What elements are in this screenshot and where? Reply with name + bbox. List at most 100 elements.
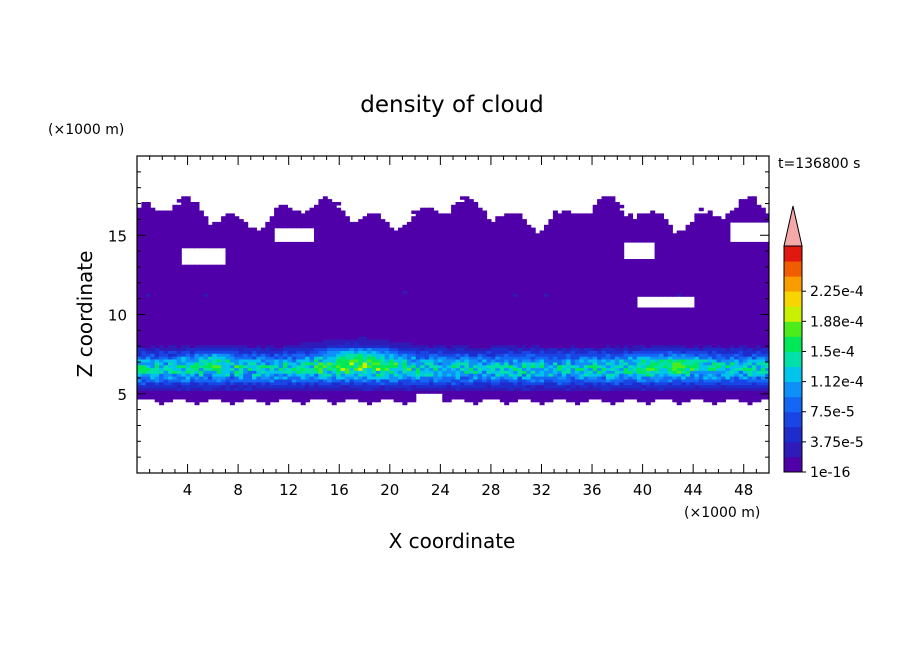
density-cell [415,350,421,354]
density-cell [141,327,147,331]
density-cell [137,230,142,234]
density-cell [322,199,328,203]
density-cell [225,267,231,272]
density-cell [460,376,465,380]
density-cell [212,307,218,311]
density-cell [380,256,386,260]
density-cell [375,396,381,400]
density-cell [402,358,408,363]
density-cell [415,290,421,294]
density-cell [247,376,253,380]
density-cell [411,259,417,263]
density-cell [181,216,187,220]
density-cell [367,378,372,383]
density-cell [141,296,147,300]
density-cell [314,207,319,212]
density-cell [203,356,209,360]
density-cell [451,358,457,363]
density-cell [331,347,337,351]
density-cell [283,296,288,300]
density-cell [154,353,160,357]
density-cell [287,381,293,386]
density-cell [265,378,271,383]
density-cell [446,219,452,223]
density-cell [415,281,421,286]
density-cell [322,279,328,283]
density-cell [429,344,434,349]
density-cell [176,250,182,254]
density-cell [137,324,142,329]
density-cell [207,356,213,360]
density-cell [375,330,381,334]
density-cell [265,276,271,280]
density-cell [437,273,443,277]
density-cell [216,390,222,394]
density-cell [190,356,196,360]
density-cell [278,338,284,343]
density-cell [234,276,240,280]
density-cell [460,239,465,243]
density-cell [176,230,182,234]
density-cell [446,273,452,277]
density-cell [322,333,328,337]
density-cell [442,213,448,217]
density-cell [168,364,173,369]
density-cell [269,287,275,292]
density-cell [229,264,235,269]
density-cell [371,273,377,277]
density-cell [442,310,448,314]
density-cell [420,327,426,331]
density-cell [216,376,222,380]
density-cell [477,381,483,386]
density-cell [252,281,257,286]
density-cell [460,267,465,272]
density-cell [380,333,386,337]
density-cell [278,304,284,309]
density-cell [172,396,178,400]
density-cell [190,276,196,280]
density-cell [451,321,457,326]
density-cell [380,396,386,400]
density-cell [300,301,306,306]
density-cell [260,281,266,286]
density-cell [406,324,412,329]
density-cell [243,244,249,249]
density-cell [473,207,479,212]
density-cell [358,367,364,371]
density-cell [429,310,434,314]
density-cell [375,370,381,374]
density-cell [375,316,381,320]
density-cell [314,316,319,320]
density-cell [433,247,439,252]
density-cell [163,219,169,223]
density-cell [159,284,165,289]
density-cell [322,293,328,297]
density-cell [446,236,452,240]
density-cell [243,270,249,274]
density-cell [176,233,182,237]
density-cell [380,273,386,277]
density-cell [137,247,142,252]
density-cell [274,253,280,257]
density-cell [446,344,452,349]
density-cell [278,281,284,286]
density-cell [429,330,434,334]
density-cell [252,273,257,277]
density-cell [375,299,381,303]
density-cell [460,356,465,360]
density-cell [168,221,173,226]
density-cell [216,287,222,292]
density-cell [402,324,408,329]
density-cell [473,367,479,371]
density-cell [185,378,191,383]
density-cell [411,250,417,254]
density-cell [287,290,293,294]
density-cell [190,287,196,292]
density-cell [150,210,156,214]
density-cell [411,267,417,272]
density-cell [336,221,342,226]
density-cell [371,267,377,272]
density-cell [353,378,359,383]
density-cell [367,259,372,263]
density-cell [446,261,452,266]
